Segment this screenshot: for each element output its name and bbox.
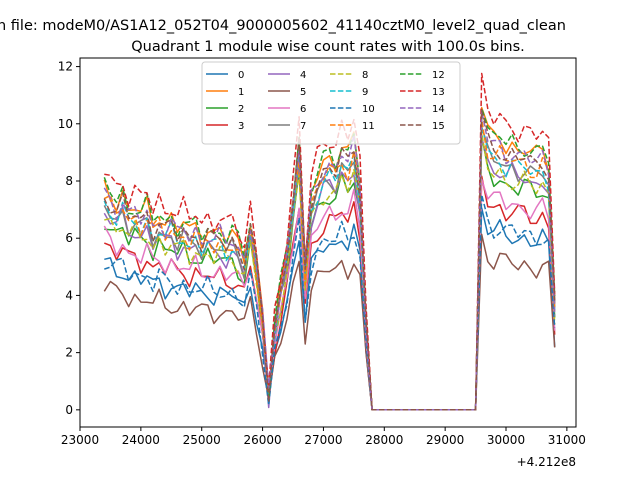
legend-label-5: 5	[300, 87, 306, 98]
y-tick-label: 0	[65, 403, 73, 417]
plot-area	[79, 57, 577, 428]
y-tick-label: 12	[58, 60, 73, 74]
legend-label-15: 15	[432, 121, 445, 132]
x-tick-label: 30000	[487, 433, 525, 447]
legend-label-11: 11	[362, 121, 375, 132]
legend-label-10: 10	[362, 104, 375, 115]
legend-label-0: 0	[238, 70, 244, 81]
series-line-13	[104, 72, 556, 411]
series-layer	[103, 72, 556, 411]
x-tick-label: 28000	[365, 433, 403, 447]
x-tick-label: 27000	[304, 433, 342, 447]
x-tick-label: 31000	[548, 433, 586, 447]
x-tick-label: 29000	[426, 433, 464, 447]
legend-label-14: 14	[432, 104, 445, 115]
y-tick-label: 4	[65, 288, 73, 302]
series-line-5	[103, 233, 556, 411]
legend-label-2: 2	[238, 104, 244, 115]
series-line-2	[104, 135, 556, 411]
x-offset-label: +4.212e8	[517, 455, 576, 469]
y-tick-label: 2	[65, 346, 73, 360]
series-line-0	[104, 207, 556, 411]
legend-label-4: 4	[300, 70, 306, 81]
legend-label-7: 7	[300, 121, 306, 132]
x-tick-label: 25000	[183, 433, 221, 447]
legend-label-1: 1	[238, 87, 244, 98]
figure-suptitle: n file: modeM0/AS1A12_052T04_9000005602_…	[0, 18, 566, 34]
legend-label-6: 6	[300, 104, 306, 115]
series-line-12	[103, 107, 556, 411]
legend-frame	[201, 61, 461, 145]
legend-label-3: 3	[238, 121, 244, 132]
legend-label-12: 12	[432, 70, 445, 81]
y-tick-label: 10	[58, 117, 73, 131]
series-line-14	[103, 110, 556, 411]
legend-label-8: 8	[362, 70, 368, 81]
y-tick-label: 8	[65, 174, 73, 188]
series-line-15	[103, 110, 556, 411]
series-line-3	[104, 175, 556, 411]
x-tick-label: 23000	[61, 433, 99, 447]
series-line-8	[104, 132, 556, 411]
y-tick-label: 6	[65, 231, 73, 245]
x-axis: 23000 24000 25000 26000 27000 28000 29000 30000…	[61, 427, 586, 447]
x-tick-label: 24000	[122, 433, 160, 447]
legend-label-13: 13	[432, 87, 445, 98]
y-axis: 0 2 4 6 8 10 12	[58, 60, 80, 417]
chart-title: Quadrant 1 module wise count rates with …	[131, 39, 525, 55]
series-line-4	[103, 137, 556, 411]
plot-frame	[79, 57, 577, 428]
x-tick-label: 26000	[243, 433, 281, 447]
legend-label-9: 9	[362, 87, 368, 98]
series-line-10	[104, 194, 556, 411]
